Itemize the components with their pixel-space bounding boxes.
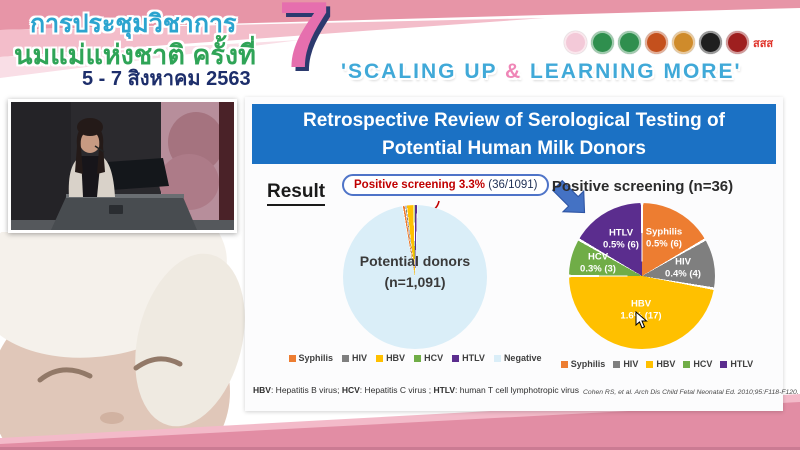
positive-screening-callout: Positive screening 3.3% (36/1091) xyxy=(342,174,550,196)
slice-label-hcv: HCV 0.3% (3) xyxy=(580,251,616,275)
conference-slogan: 'SCALING UP & LEARNING MORE' xyxy=(341,60,796,84)
legend-marker xyxy=(720,360,728,368)
legend-marker xyxy=(493,354,501,362)
university-emblem-logo-icon xyxy=(645,31,668,54)
presenter-figure xyxy=(68,118,115,197)
legend-item: HIV xyxy=(613,359,638,369)
legend-marker xyxy=(683,360,691,368)
conference-date: 5 - 7 สิงหาคม 2563 xyxy=(82,68,251,90)
legend-item: HTLV xyxy=(720,359,753,369)
legend-item: HBV xyxy=(376,353,405,363)
callout-highlight: Positive screening 3.3% xyxy=(354,179,486,191)
royal-college-emblem-logo-icon xyxy=(672,31,695,54)
left-pie-label-line1: Potential donors xyxy=(359,253,471,269)
slice-label-syphilis: Syphilis 0.5% (6) xyxy=(645,226,683,250)
callout-detail: (36/1091) xyxy=(488,179,538,191)
presenter-video xyxy=(8,99,237,233)
slide-title-line2: Potential Human Milk Donors xyxy=(382,137,646,159)
edition-number: 7 xyxy=(278,0,331,87)
legend-marker xyxy=(613,360,621,368)
thaihealth-logo-icon: สสส xyxy=(753,36,774,50)
laptop xyxy=(107,158,169,190)
left-pie-center-label: Potential donors (n=1,091) xyxy=(343,251,487,293)
slogan-ampersand: & xyxy=(504,60,523,83)
podium xyxy=(51,197,197,230)
result-heading: Result xyxy=(267,181,326,206)
presenter-scene xyxy=(11,102,234,230)
slide-title-line1: Retrospective Review of Serological Test… xyxy=(303,110,725,131)
legend-item: Syphilis xyxy=(560,359,605,369)
public-health-ministry-logo-icon xyxy=(591,31,614,54)
banner-stripes xyxy=(0,0,800,78)
left-pie-legend: Syphilis HIV HBV HCV HTLV Negative xyxy=(259,353,571,363)
legend-item: HCV xyxy=(683,359,712,369)
legend-marker xyxy=(288,354,296,362)
legend-item: Negative xyxy=(493,353,541,363)
conference-title-line1: การประชุมวิชาการ xyxy=(30,10,237,38)
legend-marker xyxy=(646,360,654,368)
slice-label-hiv: HIV 0.4% (4) xyxy=(665,256,701,280)
breastfeeding-foundation-logo-icon xyxy=(564,31,587,54)
pediatric-society-logo-icon xyxy=(699,31,722,54)
positive-screening-pie-title: Positive screening (n=36) xyxy=(551,178,734,195)
mouse-cursor-icon xyxy=(635,311,648,329)
legend-marker xyxy=(452,354,460,362)
royal-thai-college-logo-icon xyxy=(726,31,749,54)
legend-item: HCV xyxy=(414,353,443,363)
medical-department-logo-icon xyxy=(618,31,641,54)
conference-title-line2: นมแม่แห่งชาติ ครั้งที่ xyxy=(14,40,256,70)
flow-arrow-icon xyxy=(551,179,586,214)
positive-screening-pie-chart: Syphilis 0.5% (6) HIV 0.4% (4) HBV 1.6% (17… xyxy=(569,203,715,349)
legend-item: HBV xyxy=(646,359,675,369)
legend-item: HTLV xyxy=(452,353,485,363)
legend-marker xyxy=(376,354,384,362)
right-pie-legend: Syphilis HIV HBV HCV HTLV xyxy=(551,359,763,369)
legend-marker xyxy=(342,354,350,362)
slogan-suffix: LEARNING MORE' xyxy=(522,60,742,83)
abbreviation-footnote: HBV: Hepatitis B virus; HCV: Hepatitis C… xyxy=(253,385,579,395)
slogan-prefix: 'SCALING UP xyxy=(341,60,505,83)
left-pie-label-line2: (n=1,091) xyxy=(384,274,446,290)
legend-marker xyxy=(560,360,568,368)
slide-panel: Retrospective Review of Serological Test… xyxy=(245,97,799,411)
slice-label-htlv: HTLV 0.5% (6) xyxy=(603,227,639,251)
legend-item: Syphilis xyxy=(288,353,333,363)
legend-item: HIV xyxy=(342,353,367,363)
reference-citation: Cohen RS, et al. Arch Dis Child Fetal Ne… xyxy=(583,389,799,396)
sponsor-logo-row: สสส xyxy=(564,31,773,54)
legend-marker xyxy=(414,354,422,362)
potential-donors-pie-chart: Potential donors (n=1,091) xyxy=(343,205,487,349)
slide-title: Retrospective Review of Serological Test… xyxy=(252,104,776,164)
